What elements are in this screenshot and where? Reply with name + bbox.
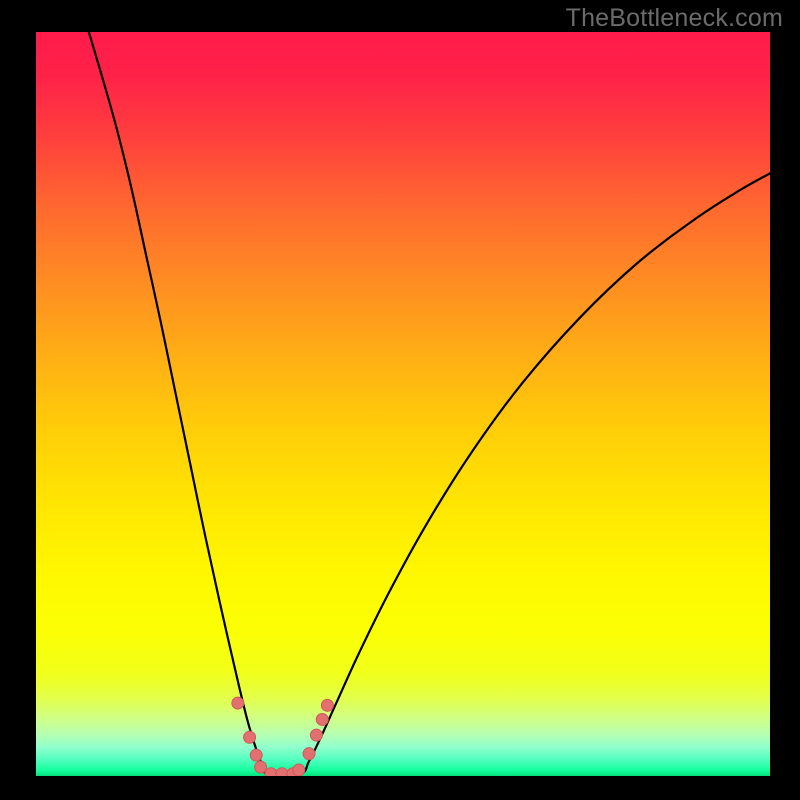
plot-area <box>36 32 770 776</box>
watermark-text: TheBottleneck.com <box>566 4 783 33</box>
chart-frame: TheBottleneck.com <box>0 0 800 800</box>
